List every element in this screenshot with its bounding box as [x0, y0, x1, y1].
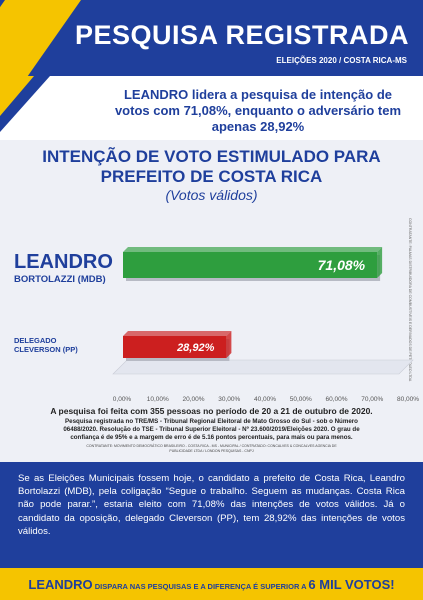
x-tick-label: 10,00% — [147, 396, 169, 403]
bar-top-face — [123, 331, 232, 336]
category-label-detail: CLEVERSON (PP) — [14, 345, 78, 354]
category-label-name: DELEGADO — [14, 336, 57, 345]
description-text: Se as Eleições Municipais fossem hoje, o… — [18, 473, 405, 537]
x-tick-label: 60,00% — [325, 396, 347, 403]
bar-delegado — [123, 336, 227, 358]
header-banner: PESQUISA REGISTRADA ELEIÇÕES 2020 / COST… — [0, 0, 423, 76]
x-tick-label: 40,00% — [254, 396, 276, 403]
description-panel: Se as Eleições Municipais fossem hoje, o… — [0, 462, 423, 568]
x-tick-label: 80,00% — [397, 396, 419, 403]
bar-value-label: 71,08% — [318, 257, 366, 273]
category-label-name: LEANDRO — [14, 251, 113, 273]
page-subtitle: ELEIÇÕES 2020 / COSTA RICA-MS — [276, 56, 407, 65]
bar-end-face — [226, 331, 232, 358]
bar-leandro — [123, 252, 378, 278]
bottom-votes: 6 MIL VOTOS! — [308, 577, 395, 592]
bar-chart: 0,00% 10,00% 20,00% 30,00% 40,00% 50,00% 60,00… — [14, 247, 419, 403]
bottom-leandro: LEANDRO — [28, 577, 93, 592]
x-tick-label: 50,00% — [290, 396, 312, 403]
bar-value-label: 28,92% — [176, 342, 215, 354]
decor-triangle — [0, 76, 34, 116]
headline-panel: LEANDRO lidera a pesquisa de intenção de… — [0, 76, 423, 140]
chart-title: INTENÇÃO DE VOTO ESTIMULADO PARA PREFEIT… — [0, 147, 423, 187]
bottom-banner: LEANDRO DISPARA NAS PESQUISAS E A DIFERE… — [0, 568, 423, 600]
chart-title-line2: PREFEITO DE COSTA RICA — [100, 167, 323, 186]
footnote-line3: CONTRATANTE: MOVIMENTO DEMOCRÁTICO BRASI… — [86, 444, 337, 453]
chart-title-line1: INTENÇÃO DE VOTO ESTIMULADO PARA — [42, 147, 381, 166]
bottom-banner-text: LEANDRO DISPARA NAS PESQUISAS E A DIFERE… — [0, 576, 423, 594]
footnote-line1: A pesquisa foi feita com 355 pessoas no … — [50, 406, 373, 416]
x-tick-label: 0,00% — [113, 396, 132, 403]
chart-floor — [112, 359, 414, 375]
headline-text: LEANDRO lidera a pesquisa de intenção de… — [114, 87, 402, 134]
x-tick-label: 20,00% — [182, 396, 204, 403]
x-tick-label: 70,00% — [361, 396, 383, 403]
survey-footnote: A pesquisa foi feita com 355 pessoas no … — [0, 406, 423, 453]
page-title: PESQUISA REGISTRADA — [74, 20, 409, 50]
chart-card: INTENÇÃO DE VOTO ESTIMULADO PARA PREFEIT… — [0, 140, 423, 468]
bar-top-face — [123, 247, 383, 252]
chart-subtitle: (Votos válidos) — [165, 187, 258, 203]
footnote-line2: Pesquisa registrada no TRE/MS - Tribunal… — [63, 418, 360, 441]
category-label-detail: BORTOLAZZI (MDB) — [14, 274, 106, 285]
x-tick-label: 30,00% — [218, 396, 240, 403]
bar-end-face — [377, 247, 383, 278]
bottom-middle: DISPARA NAS PESQUISAS E A DIFERENÇA É SU… — [92, 582, 309, 591]
